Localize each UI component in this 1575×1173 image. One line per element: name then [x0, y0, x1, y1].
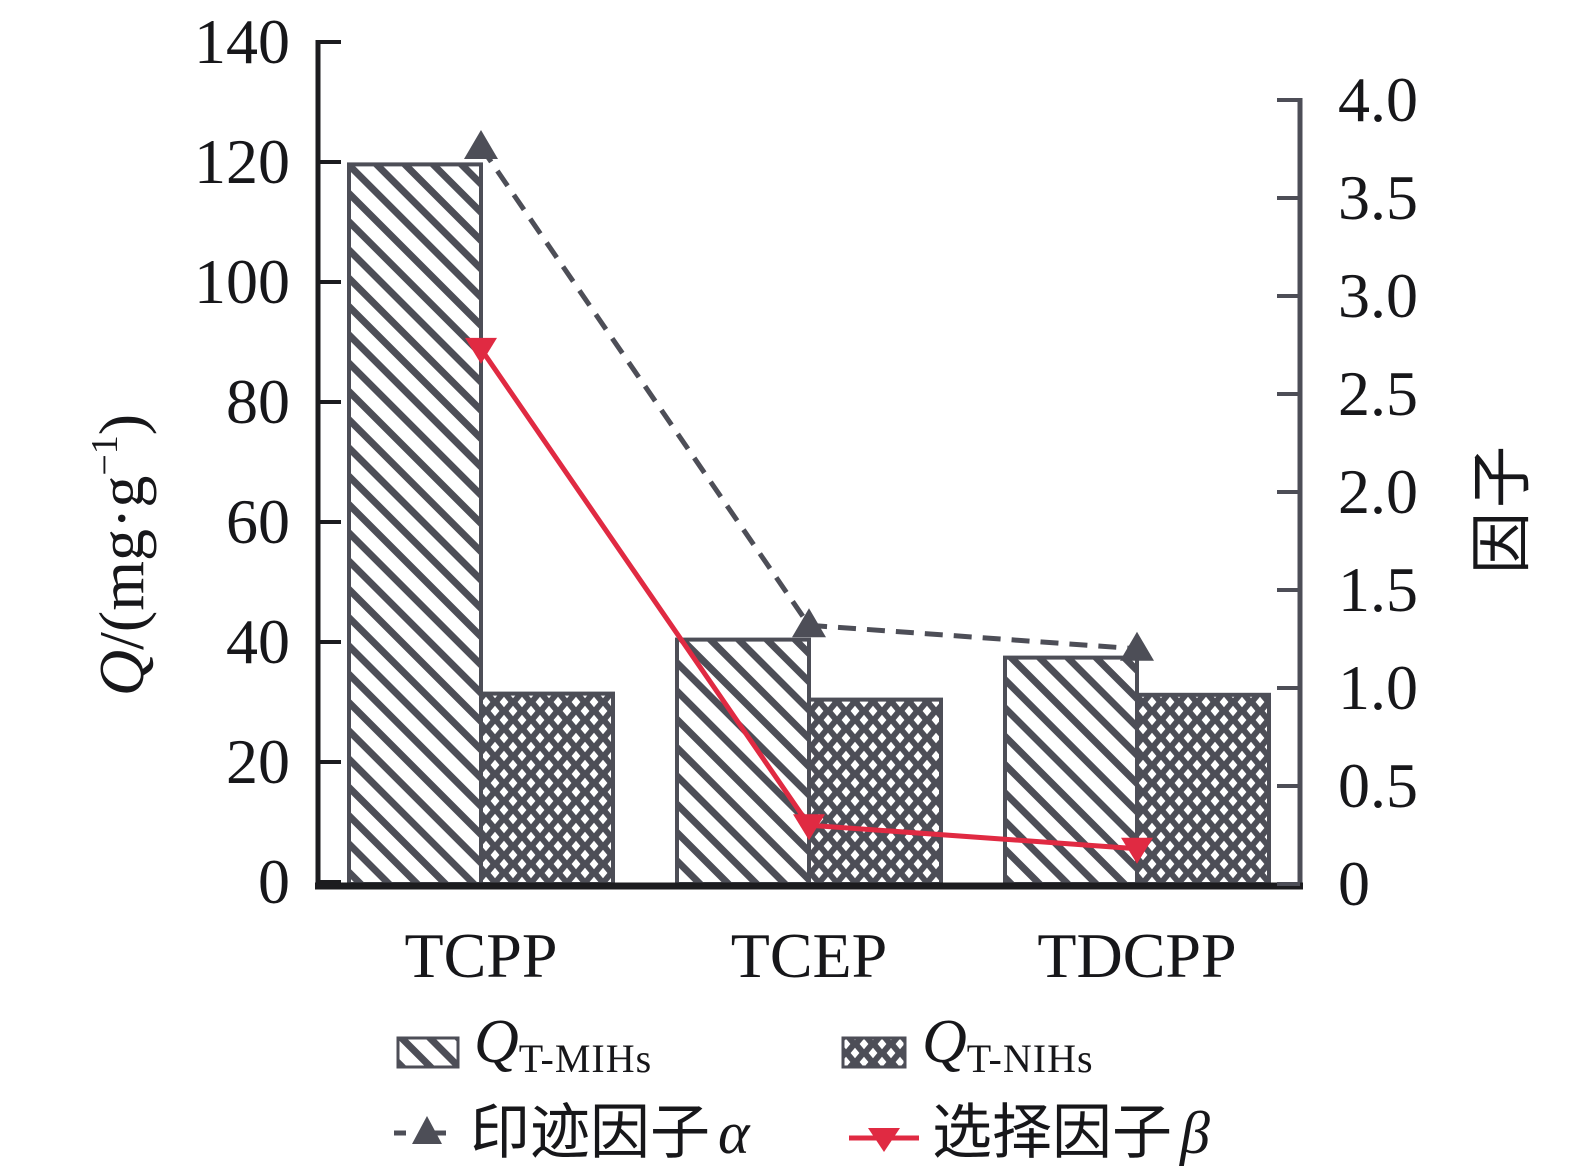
legend-beta-text: 选择因子 [932, 1100, 1172, 1166]
legend-swatch-mihs [396, 1036, 460, 1069]
legend-nihs-subscript: T-NIHs [966, 1036, 1094, 1081]
y-right-tick-label: 0.5 [1338, 750, 1418, 821]
legend-alpha-marker-icon [412, 1116, 442, 1144]
y-left-tick-label: 60 [226, 486, 290, 557]
y-right-tick-label: 1.0 [1338, 652, 1418, 723]
beta-marker [465, 337, 497, 364]
bar-mihs-TCEP [675, 637, 811, 886]
y-left-tick-label: 0 [258, 846, 290, 917]
legend-nihs-symbol: Q [922, 1008, 967, 1076]
y-right-tick-label: 3.5 [1338, 162, 1418, 233]
legend-swatch-nihs [841, 1036, 907, 1069]
legend-label-q-t-nihs: QT-NIHs [922, 1006, 1094, 1095]
legend-label-selectivity-factor: 选择因子 β [932, 1096, 1210, 1170]
y-left-tick-label: 20 [226, 726, 290, 797]
y-left-tick-label: 40 [226, 606, 290, 677]
y-right-tick-label: 0 [1338, 848, 1370, 919]
y-left-tick-label: 120 [194, 126, 290, 197]
legend-beta-marker-icon [868, 1128, 900, 1152]
bar-nihs-TCEP [807, 697, 943, 886]
x-category-label: TCPP [404, 920, 558, 991]
y-left-axis-symbol: Q [86, 649, 157, 697]
y-left-axis-unit-close: ) [86, 413, 157, 436]
y-right-tick-label: 4.0 [1338, 64, 1418, 135]
y-right-tick-label: 3.0 [1338, 260, 1418, 331]
bar-mihs-TCPP [347, 162, 483, 886]
legend-beta-symbol: β [1180, 1100, 1210, 1166]
beta-marker [793, 814, 825, 841]
y-left-axis-unit: /(mg·g [86, 475, 157, 650]
alpha-marker [464, 130, 498, 160]
y-left-tick-label: 100 [194, 246, 290, 317]
alpha-marker [1120, 631, 1154, 661]
y-right-axis-title: 因子 [1469, 442, 1537, 575]
legend-mihs-symbol: Q [474, 1008, 519, 1076]
alpha-marker [792, 608, 826, 638]
y-right-tick-label: 1.5 [1338, 554, 1418, 625]
y-left-axis-superscript: −1 [84, 435, 126, 476]
legend-label-imprinting-factor: 印迹因子 α [470, 1096, 750, 1170]
alpha-line [478, 145, 1138, 652]
legend-label-q-t-mihs: QT-MIHs [474, 1006, 652, 1095]
legend-alpha-symbol: α [718, 1100, 750, 1166]
x-category-label: TCEP [730, 920, 888, 991]
y-left-tick-label: 140 [194, 6, 290, 77]
bar-mihs-TDCPP [1003, 655, 1139, 886]
y-left-axis-title: Q/(mg·g−1) [65, 275, 157, 835]
legend-alpha-text: 印迹因子 [470, 1100, 710, 1166]
beta-marker [1121, 837, 1153, 864]
y-left-tick-label: 80 [226, 366, 290, 437]
bar-nihs-TDCPP [1135, 692, 1271, 886]
x-category-label: TDCPP [1037, 920, 1237, 991]
legend-mihs-subscript: T-MIHs [518, 1036, 653, 1081]
y-right-tick-label: 2.0 [1338, 456, 1418, 527]
bar-nihs-TCPP [479, 691, 615, 886]
y-right-tick-label: 2.5 [1338, 358, 1418, 429]
